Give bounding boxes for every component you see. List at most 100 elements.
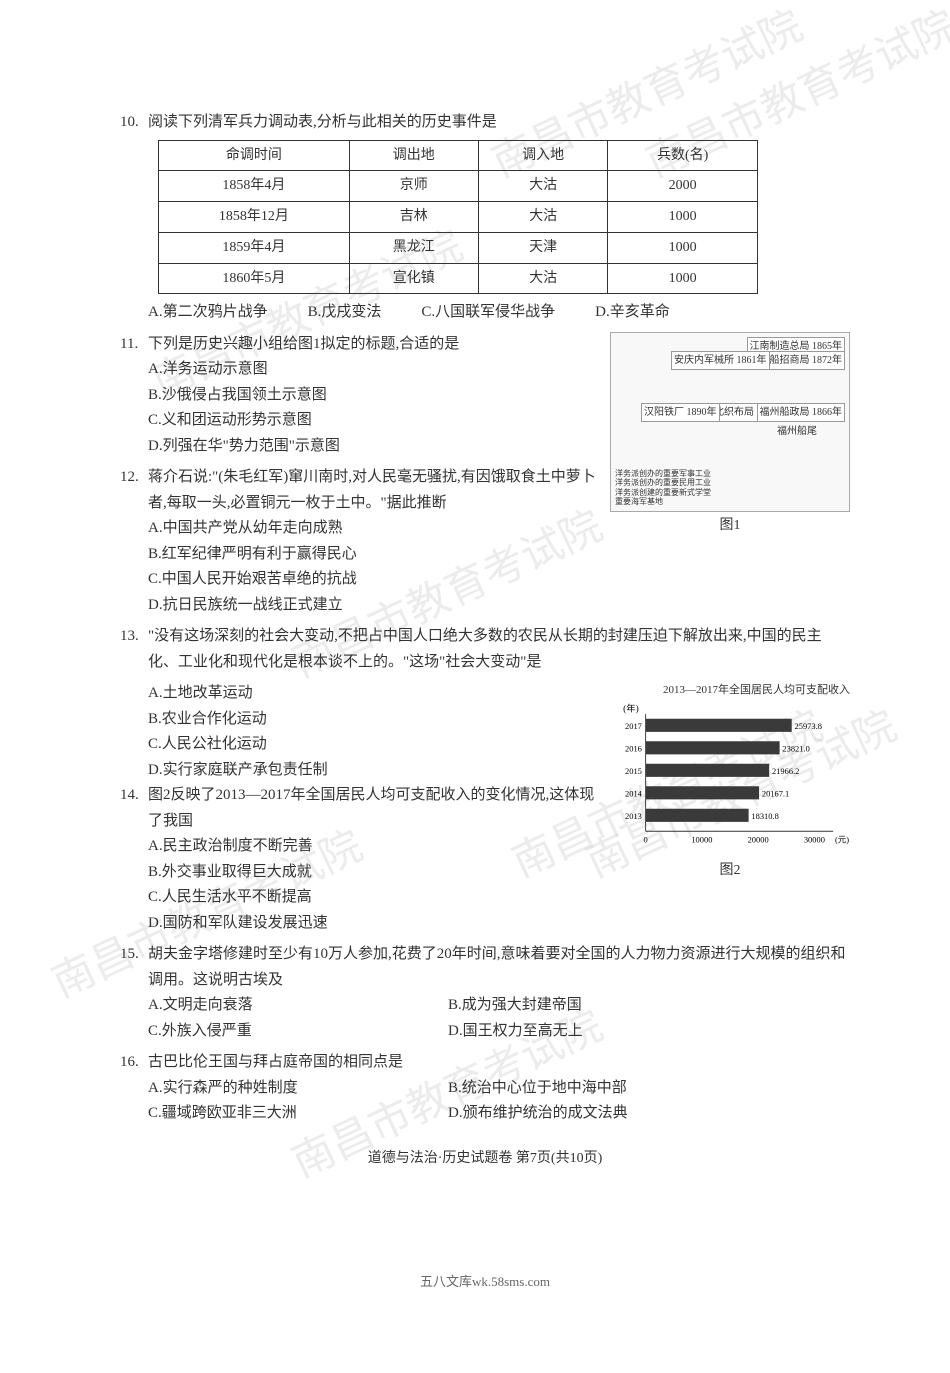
table-header: 命调时间 (159, 140, 350, 171)
table-cell: 宣化镇 (349, 263, 478, 294)
svg-text:2014: 2014 (625, 789, 643, 799)
q13-options: A.土地改革运动 B.农业合作化运动 C.人民公社化运动 D.实行家庭联产承包责… (148, 681, 600, 783)
svg-text:18310.8: 18310.8 (751, 811, 778, 821)
map-legend-item: 洋务派创办的重要军事工业 (615, 469, 711, 479)
svg-text:2013: 2013 (625, 811, 642, 821)
q13-number: 13. (120, 624, 148, 675)
q10-option-b: B.戊戌变法 (308, 300, 382, 326)
table-cell: 大沽 (478, 202, 607, 233)
map-label: 福州船尾 (775, 423, 819, 440)
q14-option-c: C.人民生活水平不断提高 (148, 885, 600, 911)
q12-number: 12. (120, 465, 148, 516)
svg-text:20000: 20000 (748, 835, 769, 845)
bar-chart-svg: (年) 201725973.8201623821.0201521966.2201… (610, 700, 850, 850)
question-12: 12. 蒋介石说:"(朱毛红军)窜川南时,对人民毫无骚扰,有因饿取食土中萝卜者,… (120, 465, 600, 618)
svg-text:2015: 2015 (625, 766, 642, 776)
q10-number: 10. (120, 110, 148, 136)
q12-option-a: A.中国共产党从幼年走向成熟 (148, 516, 600, 542)
table-cell: 1859年4月 (159, 232, 350, 263)
table-header: 调出地 (349, 140, 478, 171)
source-text: 五八文库wk.58sms.com (120, 1271, 850, 1293)
svg-text:(元): (元) (835, 835, 849, 845)
table-cell: 2000 (608, 171, 758, 202)
table-cell: 1000 (608, 202, 758, 233)
q15-option-a: A.文明走向衰落 (148, 993, 448, 1019)
table-header: 调入地 (478, 140, 607, 171)
svg-text:10000: 10000 (691, 835, 712, 845)
q10-option-d: D.辛亥革命 (595, 300, 670, 326)
q16-option-a: A.实行森严的种姓制度 (148, 1076, 448, 1102)
q14-number: 14. (120, 783, 148, 834)
question-13: 13. "没有这场深刻的社会大变动,不把占中国人口绝大多数的农民从长期的封建压迫… (120, 624, 850, 675)
table-cell: 1000 (608, 263, 758, 294)
q13-option-c: C.人民公社化运动 (148, 732, 600, 758)
q15-option-b: B.成为强大封建帝国 (448, 993, 850, 1019)
figure-1-caption: 图1 (610, 514, 850, 538)
q12-stem: 蒋介石说:"(朱毛红军)窜川南时,对人民毫无骚扰,有因饿取食土中萝卜者,每取一头… (148, 465, 600, 516)
q11-option-b: B.沙俄侵占我国领土示意图 (148, 383, 600, 409)
q10-option-a: A.第二次鸦片战争 (148, 300, 268, 326)
map-legend-item: 重要海军基地 (615, 497, 711, 507)
q11-option-d: D.列强在华"势力范围"示意图 (148, 434, 600, 460)
question-15: 15. 胡夫金字塔修建时至少有10万人参加,花费了20年时间,意味着要对全国的人… (120, 942, 850, 1044)
table-cell: 1858年12月 (159, 202, 350, 233)
q13-option-b: B.农业合作化运动 (148, 707, 600, 733)
q12-option-b: B.红军纪律严明有利于赢得民心 (148, 542, 600, 568)
svg-text:2016: 2016 (625, 744, 642, 754)
q15-number: 15. (120, 942, 148, 993)
q10-stem: 阅读下列清军兵力调动表,分析与此相关的历史事件是 (148, 110, 850, 136)
figure-2-caption: 图2 (610, 859, 850, 883)
q14-stem: 图2反映了2013—2017年全国居民人均可支配收入的变化情况,这体现了我国 (148, 783, 600, 834)
question-14: 14. 图2反映了2013—2017年全国居民人均可支配收入的变化情况,这体现了… (120, 783, 600, 936)
q15-option-d: D.国王权力至高无上 (448, 1019, 850, 1045)
table-cell: 黑龙江 (349, 232, 478, 263)
map-label: 福州船政局 1866年 (757, 403, 846, 422)
q15-stem: 胡夫金字塔修建时至少有10万人参加,花费了20年时间,意味着要对全国的人力物力资… (148, 942, 850, 993)
table-cell: 吉林 (349, 202, 478, 233)
table-cell: 大沽 (478, 171, 607, 202)
q14-option-a: A.民主政治制度不断完善 (148, 834, 600, 860)
table-cell: 京师 (349, 171, 478, 202)
table-header: 兵数(名) (608, 140, 758, 171)
q11-option-a: A.洋务运动示意图 (148, 357, 600, 383)
figure-1-map: 江南制造总局 1865年 轮船招商局 1872年 安庆内军械所 1861年 湖北… (610, 332, 850, 538)
table-cell: 大沽 (478, 263, 607, 294)
q10-table: 命调时间 调出地 调入地 兵数(名) 1858年4月 京师 大沽 2000 18… (158, 140, 758, 295)
q16-option-c: C.疆域跨欧亚非三大洲 (148, 1101, 448, 1127)
q14-option-b: B.外交事业取得巨大成就 (148, 860, 600, 886)
q10-option-c: C.八国联军侵华战争 (421, 300, 555, 326)
map-label: 轮船招商局 1872年 (757, 351, 846, 370)
figure-2-chart: 2013—2017年全国居民人均可支配收入 (年) 201725973.8201… (610, 681, 850, 882)
q16-stem: 古巴比伦王国与拜占庭帝国的相同点是 (148, 1050, 850, 1076)
q13-option-d: D.实行家庭联产承包责任制 (148, 758, 600, 784)
question-11: 11. 下列是历史兴趣小组给图1拟定的标题,合适的是 A.洋务运动示意图 B.沙… (120, 332, 600, 460)
chart-ylabel: (年) (623, 702, 639, 714)
q13-stem: "没有这场深刻的社会大变动,不把占中国人口绝大多数的农民从长期的封建压迫下解放出… (148, 624, 850, 675)
q15-option-c: C.外族入侵严重 (148, 1019, 448, 1045)
svg-text:2017: 2017 (625, 721, 642, 731)
svg-text:21966.2: 21966.2 (772, 766, 799, 776)
q14-option-d: D.国防和军队建设发展迅速 (148, 911, 600, 937)
q11-option-c: C.义和团运动形势示意图 (148, 408, 600, 434)
question-16: 16. 古巴比伦王国与拜占庭帝国的相同点是 A.实行森严的种姓制度 C.疆域跨欧… (120, 1050, 850, 1127)
map-label: 安庆内军械所 1861年 (671, 351, 770, 370)
q13-option-a: A.土地改革运动 (148, 681, 600, 707)
svg-text:0: 0 (644, 835, 648, 845)
q11-number: 11. (120, 332, 148, 358)
map-legend-item: 洋务派创建的重要新式学堂 (615, 488, 711, 498)
map-label: 汉阳铁厂 1890年 (641, 403, 720, 422)
table-cell: 1860年5月 (159, 263, 350, 294)
q16-option-d: D.颁布维护统治的成文法典 (448, 1101, 850, 1127)
table-cell: 1000 (608, 232, 758, 263)
map-legend-item: 洋务派创办的重要民用工业 (615, 478, 711, 488)
table-cell: 1858年4月 (159, 171, 350, 202)
question-10: 10. 阅读下列清军兵力调动表,分析与此相关的历史事件是 命调时间 调出地 调入… (120, 110, 850, 326)
q11-stem: 下列是历史兴趣小组给图1拟定的标题,合适的是 (148, 332, 600, 358)
svg-text:20167.1: 20167.1 (762, 789, 789, 799)
q16-number: 16. (120, 1050, 148, 1076)
svg-text:30000: 30000 (804, 835, 825, 845)
chart-title: 2013—2017年全国居民人均可支配收入 (610, 681, 850, 700)
q12-option-c: C.中国人民开始艰苦卓绝的抗战 (148, 567, 600, 593)
table-cell: 天津 (478, 232, 607, 263)
page-footer: 道德与法治·历史试题卷 第7页(共10页) (120, 1147, 850, 1171)
